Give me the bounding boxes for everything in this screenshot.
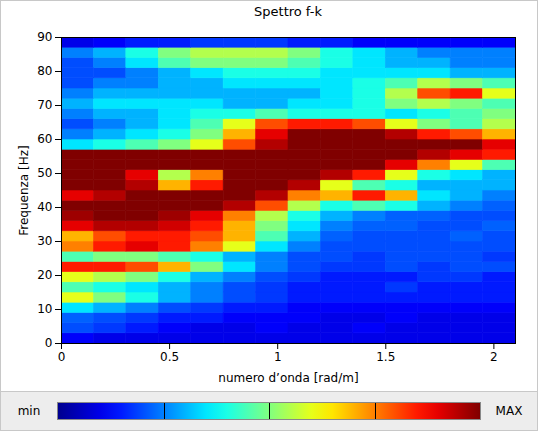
svg-text:numero d’onda [rad/m]: numero d’onda [rad/m] — [218, 371, 358, 385]
html-text:MAX: MAX — [495, 404, 523, 418]
html-text:Spettro f-k: Spettro f-k — [254, 4, 322, 19]
svg-text:0: 0 — [58, 350, 66, 364]
svg-text:2: 2 — [490, 350, 498, 364]
svg-text:90: 90 — [37, 30, 52, 44]
svg-text:0: 0 — [45, 336, 53, 350]
svg-text:1: 1 — [274, 350, 282, 364]
svg-text:1.5: 1.5 — [376, 350, 395, 364]
svg-text:0.5: 0.5 — [160, 350, 179, 364]
svg-text:40: 40 — [37, 200, 52, 214]
svg-text:70: 70 — [37, 98, 52, 112]
svg-text:10: 10 — [37, 302, 52, 316]
svg-text:Frequenza [Hz]: Frequenza [Hz] — [17, 145, 31, 235]
svg-text:30: 30 — [37, 234, 52, 248]
svg-text:50: 50 — [37, 166, 52, 180]
svg-text:80: 80 — [37, 64, 52, 78]
svg-text:20: 20 — [37, 268, 52, 282]
svg-text:60: 60 — [37, 132, 52, 146]
html-text:min: min — [17, 404, 41, 418]
